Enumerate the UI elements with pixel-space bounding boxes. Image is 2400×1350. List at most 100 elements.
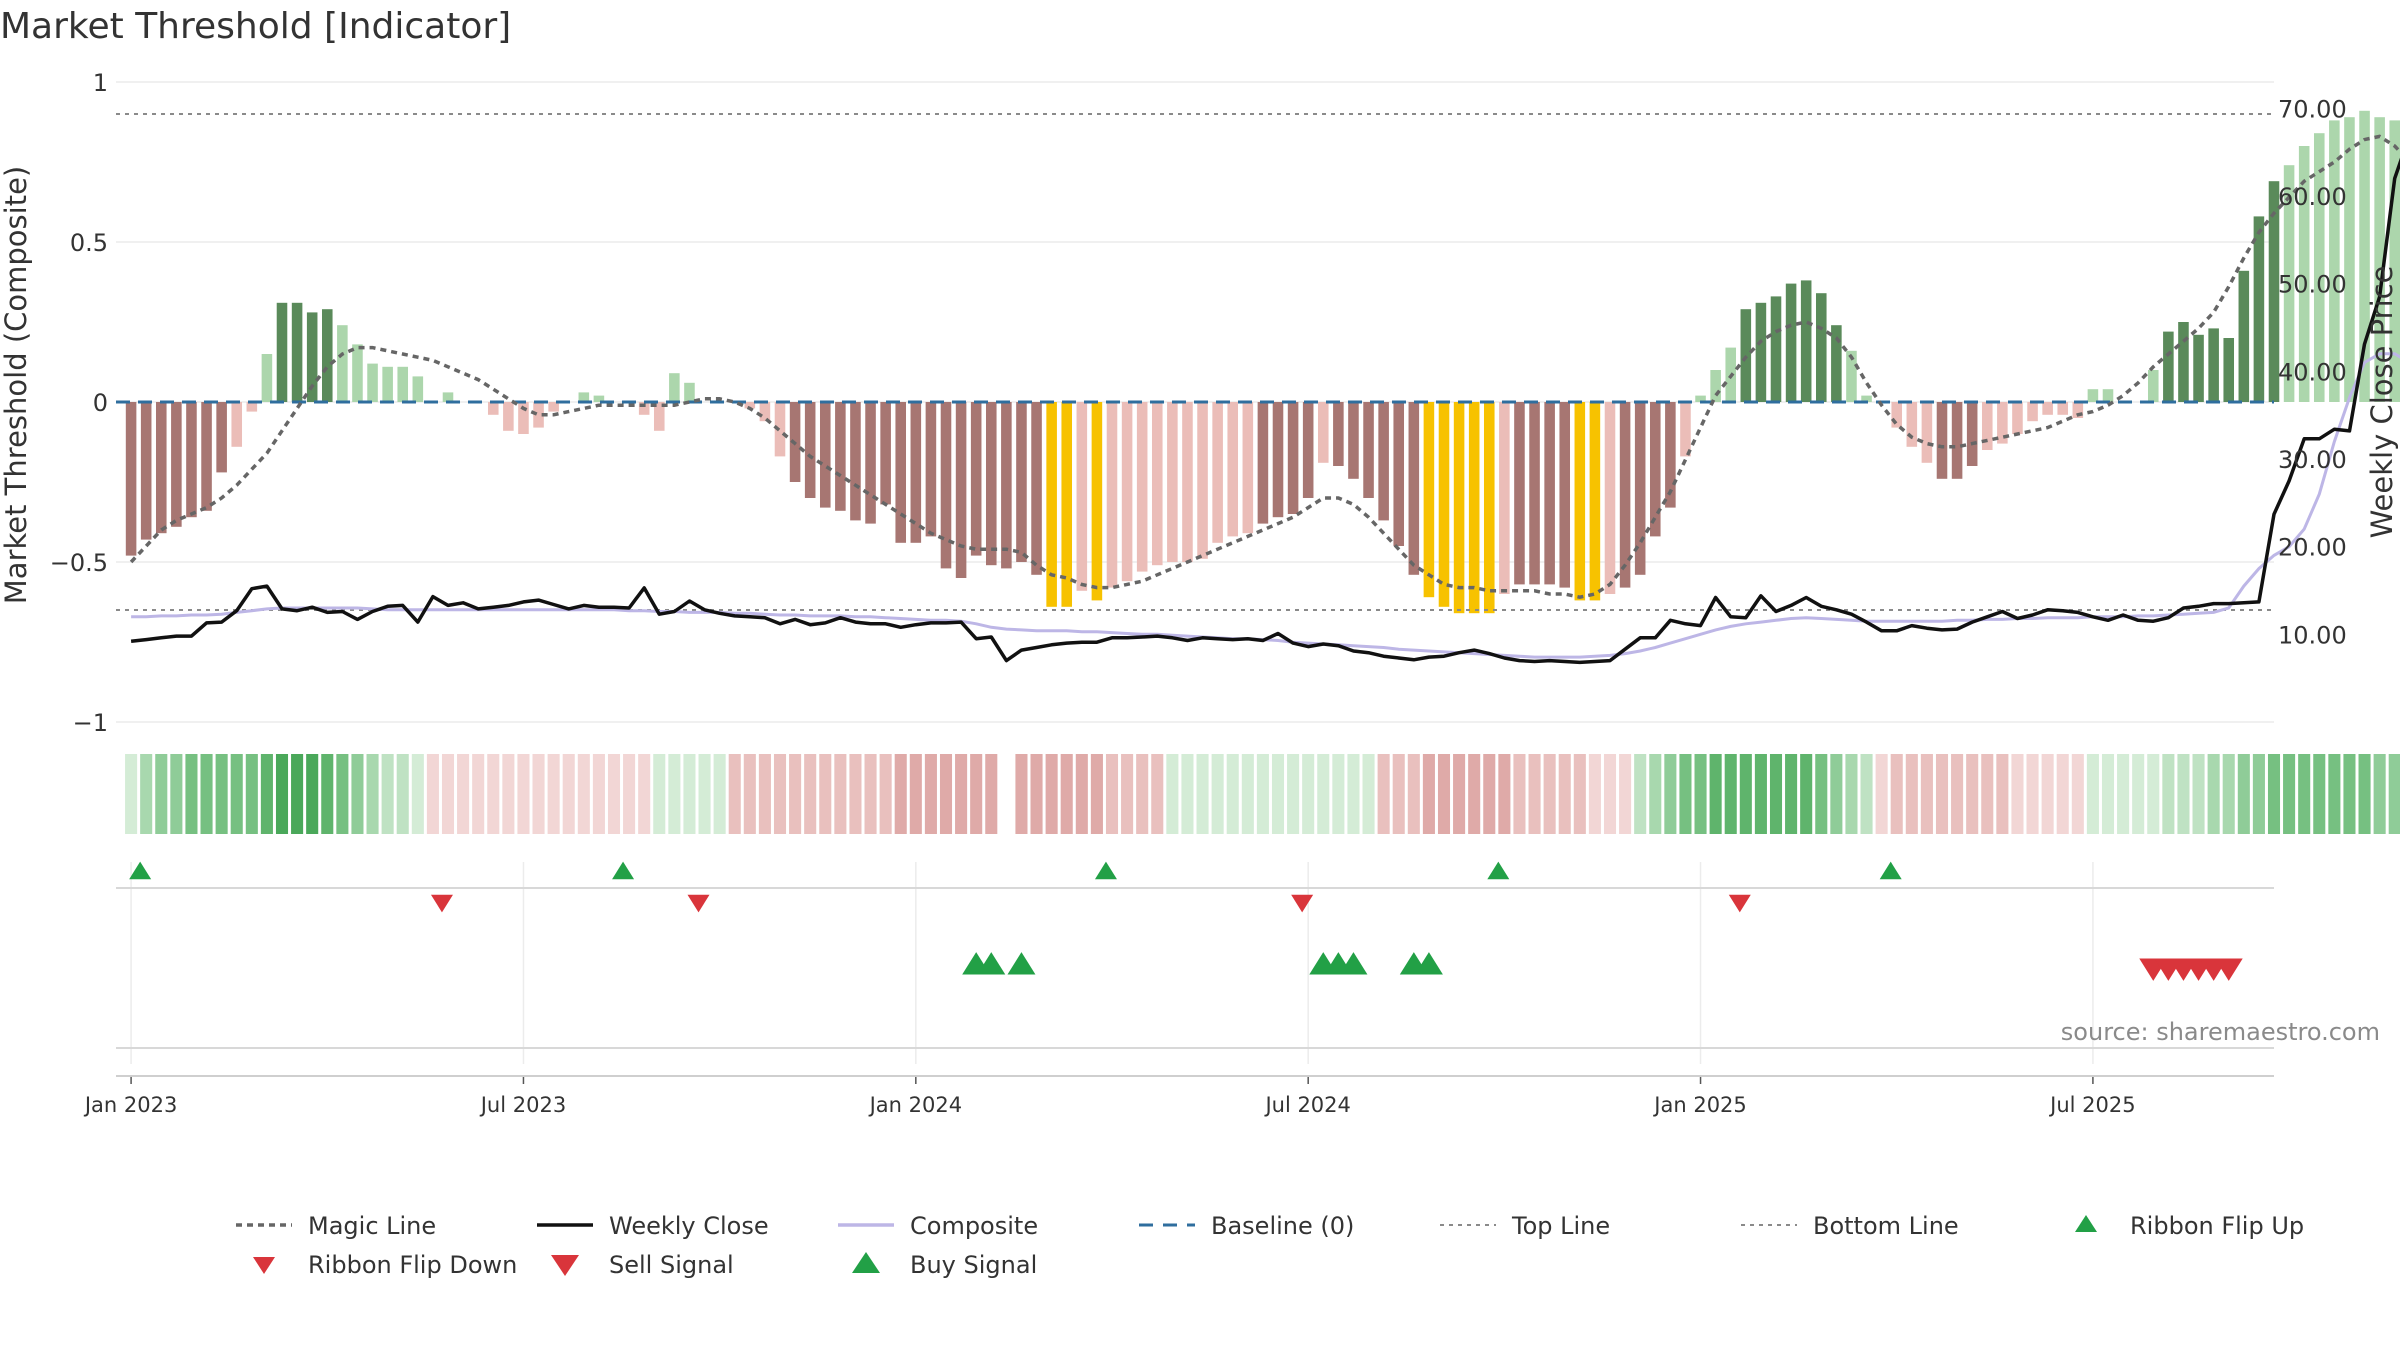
ribbon-cell — [1347, 754, 1360, 834]
composite-bar — [533, 402, 544, 428]
ribbon-cell — [2313, 754, 2326, 834]
ribbon-cell — [487, 754, 500, 834]
composite-bar — [744, 402, 756, 409]
ribbon-cell — [1649, 754, 1662, 834]
ribbon-cell — [1528, 754, 1541, 834]
ribbon-cell — [577, 754, 590, 834]
composite-bar — [1559, 402, 1571, 588]
ribbon-cell — [1045, 754, 1058, 834]
ribbon-cell — [1754, 754, 1767, 834]
ribbon-cell — [547, 754, 560, 834]
composite-bar — [1755, 302, 1767, 402]
ribbon-cell — [970, 754, 983, 834]
ribbon-cell — [1271, 754, 1285, 834]
ribbon-cell — [1573, 754, 1586, 834]
ribbon-cell — [2041, 754, 2054, 834]
composite-bar — [955, 402, 967, 578]
composite-bar — [578, 392, 590, 402]
composite-bar — [880, 402, 891, 505]
composite-bar — [1061, 402, 1073, 607]
ribbon-cell — [2162, 754, 2175, 834]
ribbon-cell — [1709, 754, 1722, 834]
ribbon-cell — [804, 754, 817, 834]
ribbon-strip — [125, 754, 2400, 834]
composite-bar — [1499, 402, 1510, 594]
ribbon-cell — [1105, 754, 1119, 834]
composite-bar — [895, 402, 907, 543]
ribbon-cell — [2237, 754, 2250, 834]
legend-item-close: Weekly Close — [537, 1212, 769, 1240]
composite-bar — [804, 402, 816, 498]
ribbon-cell — [1136, 754, 1149, 834]
ribbon-flip-down-marker — [430, 894, 453, 913]
ribbon-cell — [834, 754, 847, 834]
ribbon-cell — [1256, 754, 1269, 834]
ribbon-cell — [1966, 754, 1979, 834]
composite-bar — [2223, 338, 2235, 402]
ribbon-cell — [955, 754, 968, 834]
ribbon-cell — [426, 754, 439, 834]
ribbon-cell — [924, 754, 937, 834]
composite-bar — [638, 402, 650, 415]
composite-bar — [186, 402, 197, 518]
composite-bar — [985, 402, 997, 566]
composite-bar — [276, 302, 288, 402]
ribbon-cell — [562, 754, 575, 834]
grid-layer — [116, 81, 2274, 1064]
ribbon-cell — [532, 754, 545, 834]
composite-bar — [1031, 402, 1042, 575]
ribbon-cell — [728, 754, 741, 834]
composite-bar — [835, 402, 846, 511]
composite-bar — [1151, 402, 1163, 566]
ribbon-cell — [1543, 754, 1556, 834]
ribbon-cell — [170, 754, 183, 834]
ribbon-cell — [2117, 754, 2130, 834]
ribbon-cell — [1090, 754, 1103, 834]
legend-label: Weekly Close — [609, 1212, 769, 1240]
ribbon-flip-up-marker — [1487, 861, 1510, 880]
composite-line — [131, 352, 2400, 659]
legend-item-magic: Magic Line — [236, 1212, 436, 1240]
ribbon-cell — [1332, 754, 1345, 834]
ribbon-cell — [2177, 754, 2190, 834]
buy-signal-marker — [1007, 952, 1036, 975]
composite-bar — [503, 402, 514, 431]
composite-bar — [246, 402, 258, 412]
ribbon-cell — [1935, 754, 1949, 834]
composite-bar — [2147, 370, 2159, 402]
composite-bar — [1906, 402, 1918, 447]
ribbon-cell — [2207, 754, 2220, 834]
composite-bar — [321, 309, 333, 402]
ribbon-flip-down-marker — [1291, 894, 1314, 913]
composite-bar — [1197, 402, 1208, 559]
ribbon-cell — [1151, 754, 1164, 834]
y-tick-left: −0.5 — [50, 549, 108, 577]
ribbon-cell — [1015, 754, 1028, 834]
composite-bar — [382, 366, 393, 402]
y-tick-right: 50.00 — [2278, 271, 2347, 299]
composite-bar — [261, 354, 273, 402]
composite-bar — [850, 402, 861, 521]
composite-bar — [367, 363, 378, 402]
ribbon-cell — [215, 754, 228, 834]
ribbon-cell — [441, 754, 455, 834]
buy-signal-marker — [977, 952, 1006, 975]
ribbon-cell — [668, 754, 681, 834]
composite-bar — [1997, 402, 2008, 444]
legend-label: Baseline (0) — [1211, 1212, 1354, 1240]
composite-bar — [1665, 402, 1676, 508]
composite-bar — [2253, 216, 2265, 402]
composite-bar — [819, 402, 831, 508]
ribbon-cell — [1030, 754, 1043, 834]
legend-item-buy: Buy Signal — [852, 1251, 1037, 1279]
ribbon-cell — [306, 754, 319, 834]
ribbon-cell — [592, 754, 605, 834]
ribbon-cell — [502, 754, 515, 834]
composite-bar — [1649, 402, 1661, 537]
composite-bar — [1514, 402, 1525, 585]
composite-bar — [412, 376, 424, 402]
composite-bar — [925, 402, 937, 537]
composite-bar — [306, 312, 318, 402]
composite-bar — [2027, 402, 2038, 422]
legend-item-flipup: Ribbon Flip Up — [2075, 1212, 2304, 1240]
